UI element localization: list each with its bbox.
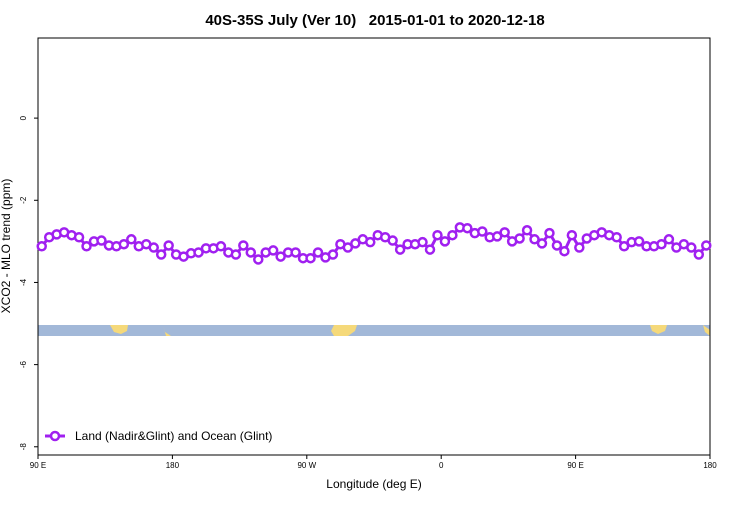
point <box>73 232 85 243</box>
point <box>327 249 339 260</box>
y-tick-label: -8 <box>19 443 28 451</box>
point <box>447 229 458 241</box>
land <box>331 325 357 336</box>
x-tick-label: 180 <box>166 461 180 470</box>
point <box>656 238 667 250</box>
x-axis-label: Longitude (deg E) <box>326 477 421 491</box>
x-tick-label: 0 <box>439 461 444 470</box>
point <box>417 236 428 248</box>
point <box>618 241 630 252</box>
point <box>148 242 159 253</box>
point <box>514 233 525 244</box>
point <box>267 245 279 256</box>
point <box>544 227 555 239</box>
point <box>477 226 488 237</box>
point <box>36 241 47 252</box>
point <box>663 234 675 245</box>
point <box>155 249 167 260</box>
point <box>633 236 645 247</box>
point <box>342 242 354 253</box>
y-tick-label: -2 <box>19 196 28 204</box>
point <box>312 247 324 258</box>
point <box>126 234 137 245</box>
point <box>275 251 286 262</box>
x-tick-label: 90 E <box>567 461 583 470</box>
land <box>703 325 710 336</box>
point <box>529 234 540 245</box>
point <box>230 249 242 260</box>
point <box>163 240 174 251</box>
point <box>81 241 92 252</box>
point <box>566 229 578 241</box>
point <box>350 238 361 249</box>
point <box>215 241 227 252</box>
x-tick-label: 90 E <box>30 461 46 470</box>
point <box>96 235 107 246</box>
point <box>693 249 705 260</box>
legend-marker <box>49 430 61 442</box>
point <box>365 236 376 248</box>
land <box>650 325 667 334</box>
point <box>253 254 264 265</box>
y-tick-label: 0 <box>19 115 28 120</box>
ocean-band <box>38 325 710 336</box>
y-tick-label: -4 <box>19 278 28 286</box>
point <box>238 240 249 251</box>
point <box>536 238 548 249</box>
point <box>701 240 712 251</box>
point <box>521 225 533 236</box>
point <box>290 247 301 258</box>
land <box>163 325 171 336</box>
point <box>559 245 570 257</box>
land <box>110 325 128 334</box>
point <box>686 242 697 253</box>
point <box>424 244 436 255</box>
point <box>574 242 585 253</box>
y-tick-label: -6 <box>19 361 28 369</box>
point <box>387 235 398 246</box>
point <box>305 252 316 264</box>
point <box>245 247 257 258</box>
point <box>611 232 622 243</box>
point <box>551 240 563 251</box>
point <box>118 238 130 250</box>
x-tick-label: 180 <box>703 461 717 470</box>
point <box>439 236 451 247</box>
map-strip <box>38 325 710 336</box>
legend-label: Land (Nadir&Glint) and Ocean (Glint) <box>75 429 272 443</box>
point <box>432 229 443 241</box>
point <box>193 247 204 258</box>
point <box>491 231 503 242</box>
y-axis-label: XCO2 - MLO trend (ppm) <box>0 179 13 314</box>
point <box>499 227 510 238</box>
x-tick-label: 90 W <box>297 461 316 470</box>
chart-title: 40S-35S July (Ver 10) 2015-01-01 to 2020… <box>205 12 544 29</box>
point <box>394 244 406 255</box>
point <box>462 222 473 234</box>
